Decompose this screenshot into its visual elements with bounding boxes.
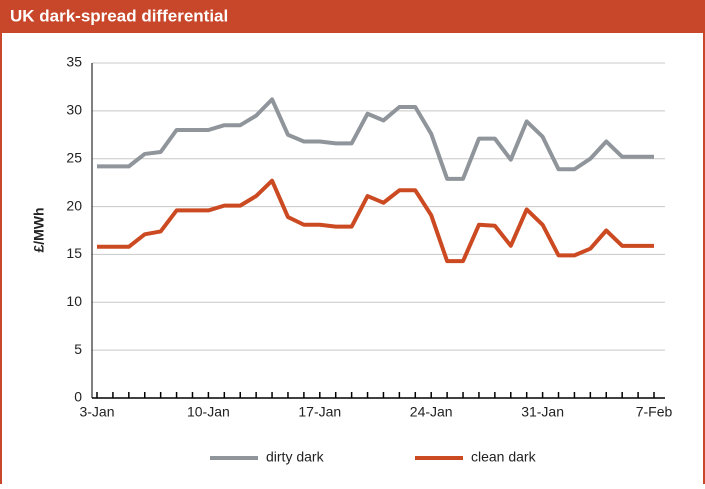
y-tick-label: 25 [66, 149, 82, 165]
y-axis-label: £/MWh [31, 207, 47, 252]
y-tick-label: 20 [66, 197, 82, 213]
x-tick-label: 7-Feb [636, 404, 673, 420]
y-tick-label: 35 [66, 54, 82, 70]
legend-label: clean dark [471, 449, 537, 465]
chart-title: UK dark-spread differential [10, 6, 228, 25]
x-tick-label: 10-Jan [187, 404, 230, 420]
x-tick-label: 31-Jan [521, 404, 564, 420]
y-tick-label: 0 [74, 389, 82, 405]
x-tick-label: 17-Jan [298, 404, 341, 420]
x-tick-label: 24-Jan [410, 404, 453, 420]
y-tick-label: 30 [66, 102, 82, 118]
x-tick-label: 3-Jan [79, 404, 114, 420]
line-series [97, 97, 654, 181]
y-tick-label: 15 [66, 245, 82, 261]
y-tick-label: 5 [74, 341, 82, 357]
y-tick-label: 10 [66, 293, 82, 309]
line-series [97, 178, 654, 264]
legend-label: dirty dark [266, 449, 325, 465]
title-bar [0, 0, 705, 33]
